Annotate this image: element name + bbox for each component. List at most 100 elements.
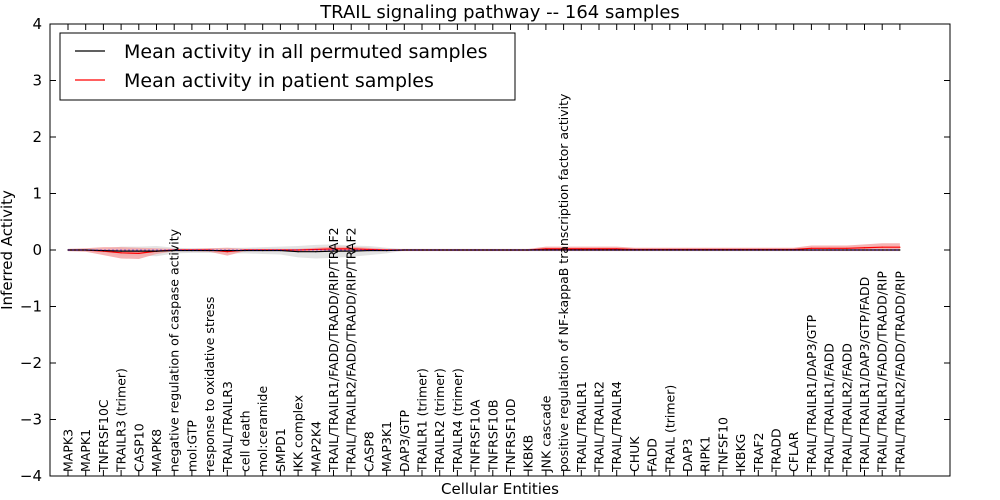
bands <box>68 243 900 260</box>
legend-label-permuted: Mean activity in all permuted samples <box>124 41 487 63</box>
x-tick-label-33: FADD <box>645 438 660 472</box>
x-tick-label-22: TRAILR4 (trimer) <box>450 368 465 473</box>
x-tick-label-1: MAPK1 <box>78 429 93 472</box>
point-permuted-42 <box>810 249 813 251</box>
x-tick-label-41: CFLAR <box>786 431 801 472</box>
plot-frame <box>49 23 951 477</box>
x-tick-label-19: DAP3/GTP <box>397 409 412 472</box>
point-permuted-28 <box>563 249 565 251</box>
x-tick-label-44: TRAIL/TRAILR2/FADD <box>839 343 854 473</box>
x-tick-label-10: cell death <box>238 410 253 472</box>
x-tick-label-18: MAP3K1 <box>379 421 394 472</box>
x-tick-label-4: CASP10 <box>131 423 146 472</box>
legend: Mean activity in all permuted samples Me… <box>59 32 516 101</box>
point-permuted-3 <box>120 250 122 252</box>
y-tick-label-3: −1 <box>20 298 42 316</box>
point-permuted-44 <box>846 249 848 251</box>
x-tick-label-21: TRAILR2 (trimer) <box>432 368 447 473</box>
point-permuted-32 <box>633 249 636 251</box>
x-tick-label-11: mol:ceramide <box>255 386 270 472</box>
y-tick-label-7: 3 <box>32 72 42 90</box>
point-permuted-16 <box>350 250 352 252</box>
x-tick-label-30: TRAIL/TRAILR2 <box>592 381 607 473</box>
point-permuted-5 <box>155 250 158 252</box>
band-patient <box>68 243 900 260</box>
x-tick-label-28: positive regulation of NF-kappaB transcr… <box>556 93 571 472</box>
point-permuted-2 <box>102 249 104 252</box>
point-patient-45 <box>863 247 866 249</box>
point-patient-31 <box>616 248 618 250</box>
y-axis-title: Inferred Activity <box>0 190 16 310</box>
point-permuted-37 <box>722 249 724 251</box>
x-tick-label-3: TRAILR3 (trimer) <box>114 368 129 473</box>
x-tick-label-27: JNK cascade <box>538 395 553 473</box>
legend-box <box>59 32 516 101</box>
x-tick-label-38: IKBKG <box>733 434 748 472</box>
x-tick-label-0: MAPK3 <box>61 429 76 472</box>
y-tick-label-1: −3 <box>20 411 42 429</box>
point-permuted-23 <box>474 249 476 251</box>
point-permuted-14 <box>315 251 317 253</box>
x-tick-label-43: TRAIL/TRAILR1/FADD <box>822 343 837 473</box>
x-tick-label-45: TRAIL/TRAILR1/DAP3/GTP/FADD <box>857 277 872 473</box>
point-patient-28 <box>563 248 565 250</box>
x-tick-label-35: DAP3 <box>680 439 695 472</box>
y-tick-label-6: 2 <box>32 128 42 146</box>
x-tick-label-32: CHUK <box>627 436 642 472</box>
point-permuted-9 <box>226 249 228 252</box>
point-patient-3 <box>120 252 122 254</box>
point-patient-29 <box>580 248 582 250</box>
y-tick-label-2: −2 <box>20 354 42 372</box>
x-tick-label-2: TNFRSF10C <box>96 399 111 473</box>
point-permuted-4 <box>138 250 140 252</box>
x-tick-label-20: TRAILR1 (trimer) <box>415 368 430 473</box>
band-permuted <box>68 244 900 259</box>
point-patient-46 <box>881 246 883 248</box>
x-tick-label-15: TRAIL/TRAILR1/FADD/TRADD/RIP/TRAF2 <box>326 227 341 473</box>
point-patient-47 <box>899 246 901 248</box>
x-tick-label-5: MAPK8 <box>149 429 164 472</box>
point-permuted-11 <box>262 249 264 252</box>
point-permuted-13 <box>297 251 299 253</box>
point-permuted-25 <box>509 249 512 251</box>
x-tick-label-17: CASP8 <box>361 431 376 472</box>
x-tick-label-13: IKK complex <box>291 395 306 472</box>
point-permuted-15 <box>332 250 335 252</box>
y-tick-label-5: 1 <box>32 185 42 203</box>
y-axis: −4 −3 −2 −1 0 1 2 3 4 <box>20 15 950 485</box>
y-tick-label-4: 0 <box>32 241 42 259</box>
chart-title: TRAIL signaling pathway -- 164 samples <box>319 2 680 23</box>
x-tick-label-29: TRAIL/TRAILR1 <box>574 381 589 473</box>
x-tick-label-46: TRAIL/TRAILR1/FADD/TRADD/RIP <box>875 271 890 473</box>
x-axis-title: Cellular Entities <box>441 480 559 498</box>
point-permuted-35 <box>686 249 689 251</box>
x-tick-label-31: TRAIL/TRAILR4 <box>609 381 624 473</box>
legend-label-patient: Mean activity in patient samples <box>124 70 434 92</box>
x-tick-label-40: TRADD <box>769 428 784 473</box>
point-patient-27 <box>545 248 547 250</box>
x-tick-label-16: TRAIL/TRAILR2/FADD/TRADD/RIP/TRAF2 <box>344 227 359 473</box>
point-permuted-30 <box>598 249 600 251</box>
x-tick-label-12: SMPD1 <box>273 428 288 472</box>
point-patient-43 <box>828 247 830 249</box>
x-tick-label-37: TNFSF10 <box>715 417 730 473</box>
x-tick-label-42: TRAIL/TRAILR1/DAP3/GTP <box>804 314 819 473</box>
point-patient-4 <box>138 252 140 254</box>
point-patient-15 <box>332 248 335 250</box>
x-tick-label-6: negative regulation of caspase activity <box>167 228 182 472</box>
y-tick-label-8: 4 <box>32 15 42 33</box>
x-tick-label-23: TNFRSF10A <box>468 399 483 473</box>
x-axis: MAPK3 MAPK1 TNFRSF10C TRAILR3 (trimer) CASP1… <box>61 24 907 476</box>
point-patient-9 <box>226 251 228 253</box>
x-tick-label-26: IKBKB <box>521 435 536 472</box>
point-patient-16 <box>350 248 352 250</box>
x-tick-label-9: TRAIL/TRAILR3 <box>220 381 235 473</box>
y-tick-label-0: −4 <box>20 467 42 485</box>
point-patient-30 <box>598 248 600 250</box>
point-permuted-18 <box>386 249 388 252</box>
x-tick-label-14: MAP2K4 <box>308 421 323 472</box>
x-tick-label-47: TRAIL/TRAILR2/FADD/TRADD/RIP <box>892 271 907 473</box>
x-tick-label-34: TRAIL (trimer) <box>662 385 677 473</box>
x-tick-label-8: response to oxidative stress <box>202 297 217 472</box>
